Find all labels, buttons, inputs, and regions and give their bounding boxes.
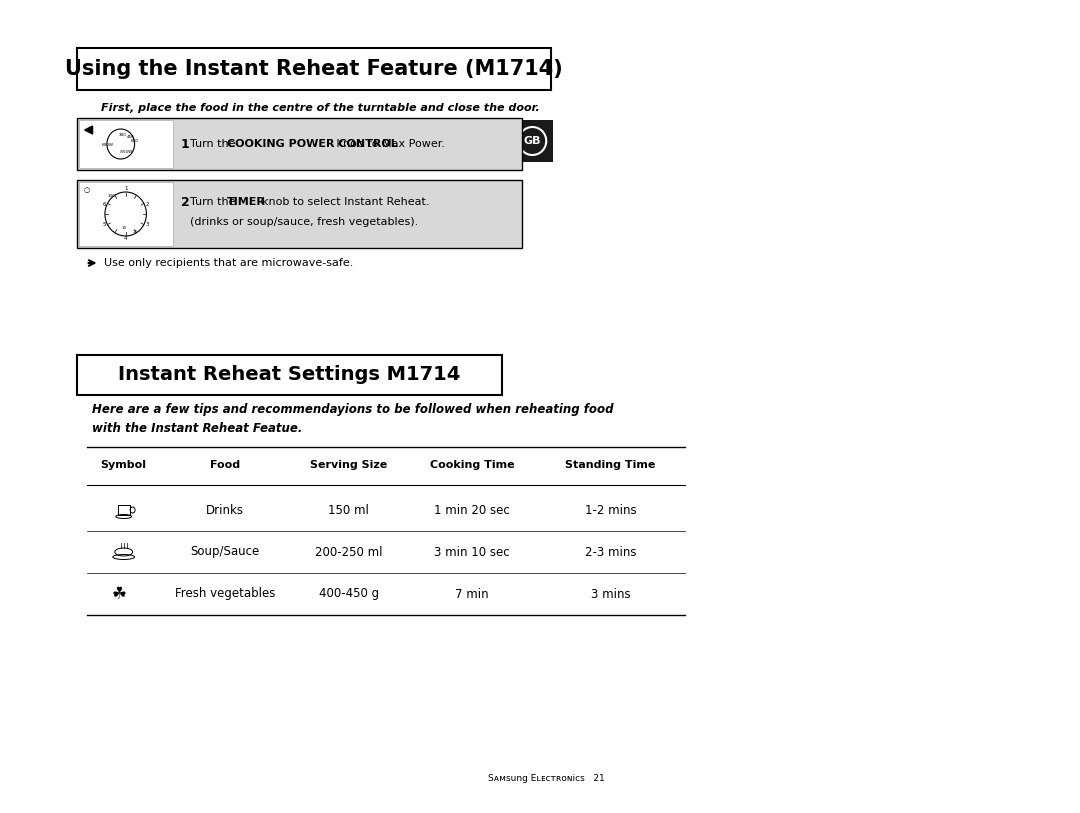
Text: 600: 600 xyxy=(131,139,138,143)
Text: 1 min 20 sec: 1 min 20 sec xyxy=(434,503,510,516)
FancyBboxPatch shape xyxy=(77,180,522,248)
Text: Soup/Sauce: Soup/Sauce xyxy=(190,546,259,559)
Text: 100: 100 xyxy=(108,194,116,198)
Text: Cooking Time: Cooking Time xyxy=(430,460,514,470)
Text: 2: 2 xyxy=(146,202,149,207)
Polygon shape xyxy=(84,126,93,134)
Text: Serving Size: Serving Size xyxy=(310,460,388,470)
Text: ☘: ☘ xyxy=(111,585,126,603)
Text: 600W: 600W xyxy=(102,143,113,147)
Text: 300: 300 xyxy=(119,133,126,137)
Text: Turn the: Turn the xyxy=(190,139,240,149)
Text: 6: 6 xyxy=(103,202,106,207)
FancyBboxPatch shape xyxy=(77,48,551,90)
Text: 5: 5 xyxy=(103,221,106,227)
Text: Use only recipients that are microwave-safe.: Use only recipients that are microwave-s… xyxy=(105,258,354,268)
Text: 450: 450 xyxy=(126,135,135,139)
Text: Instant Reheat Settings M1714: Instant Reheat Settings M1714 xyxy=(118,366,460,385)
Text: knob to select Instant Reheat.: knob to select Instant Reheat. xyxy=(255,197,429,207)
Text: Fresh vegetables: Fresh vegetables xyxy=(175,588,275,601)
Text: Symbol: Symbol xyxy=(100,460,147,470)
Text: Sᴀᴍsung Eʟᴇcᴛʀoɴics   21: Sᴀᴍsung Eʟᴇcᴛʀoɴics 21 xyxy=(488,773,605,782)
Text: knob to Max Power.: knob to Max Power. xyxy=(334,139,445,149)
Text: Turn the: Turn the xyxy=(190,197,240,207)
Text: TIMER: TIMER xyxy=(227,197,266,207)
Text: with the Instant Reheat Featue.: with the Instant Reheat Featue. xyxy=(92,421,302,434)
Text: 10: 10 xyxy=(121,226,126,230)
Text: (drinks or soup/sauce, fresh vegetables).: (drinks or soup/sauce, fresh vegetables)… xyxy=(190,217,419,227)
Text: COOKING POWER CONTROL: COOKING POWER CONTROL xyxy=(227,139,399,149)
Text: 150 ml: 150 ml xyxy=(328,503,369,516)
Text: Drinks: Drinks xyxy=(206,503,244,516)
Text: 200-250 ml: 200-250 ml xyxy=(314,546,382,559)
Text: 1-2 mins: 1-2 mins xyxy=(584,503,636,516)
Text: ·850W: ·850W xyxy=(120,150,133,154)
Text: 4: 4 xyxy=(124,237,127,241)
Text: 400-450 g: 400-450 g xyxy=(319,588,379,601)
Text: 3: 3 xyxy=(146,221,149,227)
Text: Here are a few tips and recommendayions to be followed when reheating food: Here are a few tips and recommendayions … xyxy=(92,403,613,416)
FancyBboxPatch shape xyxy=(79,120,173,168)
Text: First, place the food in the centre of the turntable and close the door.: First, place the food in the centre of t… xyxy=(102,103,540,113)
FancyBboxPatch shape xyxy=(77,355,502,395)
FancyBboxPatch shape xyxy=(512,120,553,162)
FancyBboxPatch shape xyxy=(79,182,173,246)
Text: 1: 1 xyxy=(180,137,193,150)
Text: 3 min 10 sec: 3 min 10 sec xyxy=(434,546,510,559)
Text: GB: GB xyxy=(524,136,541,146)
Text: Standing Time: Standing Time xyxy=(565,460,656,470)
Text: Using the Instant Reheat Feature (M1714): Using the Instant Reheat Feature (M1714) xyxy=(65,59,563,79)
Text: ○: ○ xyxy=(83,187,90,193)
Text: 1: 1 xyxy=(124,186,127,192)
Text: Food: Food xyxy=(210,460,240,470)
FancyBboxPatch shape xyxy=(77,118,522,170)
Text: 7 min: 7 min xyxy=(456,588,489,601)
Text: 3 mins: 3 mins xyxy=(591,588,631,601)
Text: 15: 15 xyxy=(133,230,138,234)
Text: 2: 2 xyxy=(180,195,193,208)
Text: 2-3 mins: 2-3 mins xyxy=(584,546,636,559)
